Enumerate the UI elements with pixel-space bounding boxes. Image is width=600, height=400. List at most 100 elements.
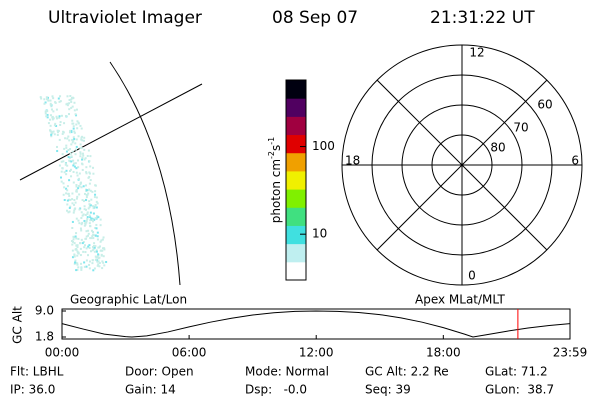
emission-pixel (63, 186, 66, 189)
emission-pixel (93, 196, 96, 199)
label-unit: s (269, 145, 283, 151)
emission-pixel (91, 235, 94, 238)
emission-pixel (83, 205, 86, 208)
emission-pixel (77, 251, 80, 254)
emission-pixel (56, 150, 59, 153)
mlt-line (376, 79, 548, 251)
emission-pixel (86, 154, 89, 157)
emission-pixel (74, 148, 77, 151)
emission-pixel (49, 129, 52, 132)
emission-pixel (75, 237, 78, 240)
emission-pixel (95, 259, 98, 262)
emission-pixel (95, 206, 98, 209)
emission-pixel (70, 240, 73, 243)
emission-pixel (63, 147, 66, 150)
emission-pixel (102, 261, 105, 264)
emission-pixel (74, 261, 77, 264)
emission-pixel (65, 144, 68, 147)
title: Ultraviolet Imager (48, 8, 202, 28)
emission-pixel (82, 241, 85, 244)
emission-pixel (75, 185, 78, 188)
emission-pixel (66, 203, 69, 206)
emission-pixel (97, 260, 100, 263)
emission-pixel (84, 184, 87, 187)
emission-pixel (52, 130, 55, 133)
x-tick-label: 23:59 (553, 346, 588, 360)
emission-pixel (55, 145, 58, 148)
emission-pixel (85, 189, 88, 192)
emission-pixel (89, 219, 92, 222)
emission-pixel (68, 108, 71, 111)
x-tick-label: 18:00 (426, 346, 461, 360)
emission-pixel (60, 160, 63, 163)
emission-pixel (67, 198, 70, 201)
emission-pixel (80, 138, 83, 141)
emission-pixel (85, 247, 88, 250)
emission-pixel (43, 98, 46, 101)
emission-pixel (54, 122, 57, 125)
emission-pixel (68, 139, 71, 142)
emission-pixel (62, 160, 65, 163)
emission-pixel (92, 237, 95, 240)
emission-pixel (100, 239, 103, 242)
emission-pixel (73, 199, 76, 202)
emission-pixel (71, 249, 74, 252)
emission-pixel (85, 259, 88, 262)
emission-pixel (45, 109, 48, 112)
emission-pixel (77, 219, 80, 222)
emission-pixel (98, 246, 101, 249)
emission-pixel (80, 181, 83, 184)
emission-pixel (82, 154, 85, 157)
emission-pixel (45, 115, 48, 118)
emission-pixel (76, 127, 79, 130)
emission-pixel (93, 267, 96, 270)
emission-pixel (75, 145, 78, 148)
emission-pixel (87, 232, 90, 235)
emission-pixel (88, 203, 91, 206)
emission-pixel (75, 269, 78, 272)
emission-pixel (61, 132, 64, 135)
emission-pixel (91, 262, 94, 265)
emission-pixel (96, 255, 99, 258)
emission-pixel (44, 110, 47, 113)
emission-pixel (98, 245, 101, 248)
emission-pixel (57, 97, 60, 100)
emission-pixel (73, 253, 76, 256)
emission-pixel (44, 112, 47, 115)
emission-pixel (79, 152, 82, 155)
emission-pixel (92, 172, 95, 175)
emission-pixel (68, 159, 71, 162)
emission-pixel (84, 157, 87, 160)
emission-pixel (92, 233, 95, 236)
emission-pixel (88, 206, 91, 209)
emission-pixel (61, 153, 64, 156)
ring-label: 70 (513, 121, 528, 135)
emission-pixel (67, 211, 70, 214)
info-field: Flt: LBHL (10, 365, 64, 379)
date: 08 Sep 07 (272, 8, 358, 28)
emission-pixel (94, 217, 97, 220)
emission-pixel (50, 132, 53, 135)
emission-pixel (88, 200, 91, 203)
info-field: Gain: 14 (125, 383, 176, 397)
mlt-label: 18 (345, 154, 360, 168)
emission-pixel (83, 224, 86, 227)
emission-pixel (58, 138, 61, 141)
emission-pixel (72, 164, 75, 167)
panel-label: Apex MLat/MLT (415, 293, 505, 307)
emission-pixel (83, 219, 86, 222)
emission-pixel (49, 118, 52, 121)
colorbar-label: photon cm-2s-1 (267, 137, 283, 224)
emission-pixel (77, 187, 80, 190)
emission-pixel (97, 263, 100, 266)
emission-pixel (72, 122, 75, 125)
emission-pixel (71, 240, 74, 243)
emission-pixel (103, 248, 106, 251)
emission-pixel (44, 101, 47, 104)
emission-pixel (80, 238, 83, 241)
emission-pixel (55, 117, 58, 120)
emission-pixel (60, 114, 63, 117)
emission-pixel (74, 201, 77, 204)
emission-pixel (63, 122, 66, 125)
emission-pixel (94, 193, 97, 196)
